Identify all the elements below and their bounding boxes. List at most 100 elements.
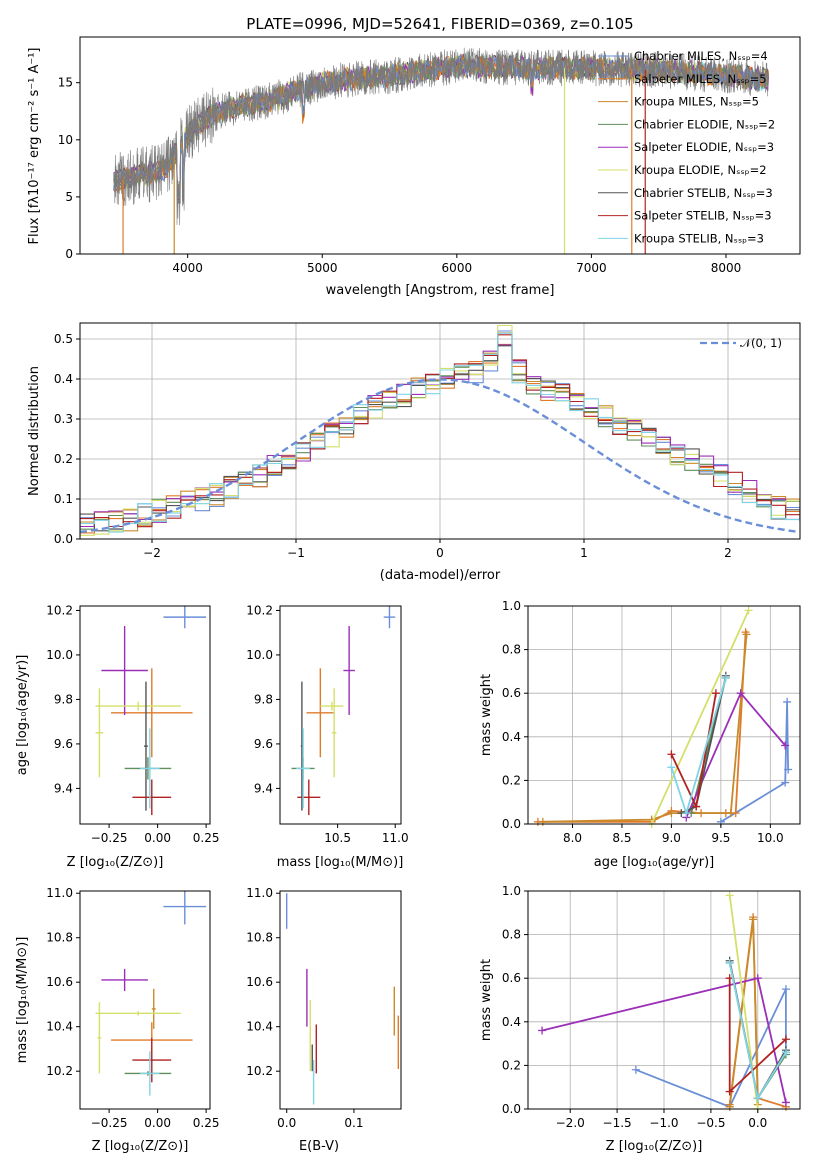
legend-label-kroupa_stelib: Kroupa STELIB, Nₛₛₚ=3 bbox=[634, 231, 764, 245]
ageM-xlabel: mass [log₁₀(M/M⊙)] bbox=[277, 855, 404, 870]
massEbv-ytick-label: 10.4 bbox=[246, 1020, 273, 1034]
massZ-xtick-label: −0.25 bbox=[91, 1116, 128, 1130]
massEbv-ytick-label: 10.8 bbox=[246, 931, 273, 945]
massEbv-ytick-label: 10.6 bbox=[246, 975, 273, 989]
spectrum-xtick-label: 7000 bbox=[576, 261, 607, 275]
residuals-xlabel: (data-model)/error bbox=[380, 568, 501, 583]
massEbv-xtick-label: 0.0 bbox=[277, 1116, 296, 1130]
hist-kroupa_stelib bbox=[80, 332, 800, 533]
hist-kroupa_miles bbox=[80, 332, 800, 534]
residuals-ylabel: Normed distribution bbox=[27, 366, 42, 496]
wZ-marker-kroupa_miles bbox=[749, 915, 758, 924]
wZ-marker-chabrier_miles bbox=[781, 985, 790, 994]
spectrum-xlabel: wavelength [Angstrom, rest frame] bbox=[326, 283, 555, 298]
wZ-marker-salpeter_elodie bbox=[538, 1026, 547, 1035]
wAge-ytick-label: 0.0 bbox=[502, 817, 521, 831]
wZ-marker-kroupa_elodie bbox=[725, 891, 734, 900]
wAge-marker-kroupa_miles bbox=[726, 809, 735, 818]
wAge-ytick-label: 0.6 bbox=[502, 686, 521, 700]
wAge-marker-kroupa_miles bbox=[667, 809, 676, 818]
ageM-xtick-label: 11.0 bbox=[382, 831, 409, 845]
legend-label-chabrier_stelib: Chabrier STELIB, Nₛₛₚ=3 bbox=[634, 186, 773, 200]
wAge-line-chabrier_miles bbox=[720, 701, 789, 823]
residuals-xtick-label: −2 bbox=[143, 546, 161, 560]
wAge-line-kroupa_elodie bbox=[650, 610, 750, 825]
panel-weight-vs-age: age [log₁₀(age/yr)] mass weight 8.0 8.5 9.… bbox=[479, 599, 801, 870]
wAge-ytick-label: 0.8 bbox=[502, 643, 521, 657]
massEbv-ytick-label: 11.0 bbox=[246, 886, 273, 900]
wZ-marker-chabrier_miles bbox=[631, 1065, 640, 1074]
wZ-marker-kroupa_stelib bbox=[781, 1048, 790, 1057]
spectrum-ylabel: Flux [fλ10⁻¹⁷ erg cm⁻² s⁻¹ A⁻¹] bbox=[27, 48, 42, 245]
wAge-marker-salpeter_stelib bbox=[692, 802, 701, 811]
wAge-xtick-label: 8.5 bbox=[612, 831, 631, 845]
panel-residuals: 𝒩(0, 1) −2 −1 0 1 2 0.0 0.1 0.2 0.3 0.4 0.5 (data-… bbox=[27, 322, 801, 583]
ageZ-xtick-label: −0.25 bbox=[91, 831, 128, 845]
residuals-ytick-label: 0.4 bbox=[54, 372, 73, 386]
wAge-marker-kroupa_miles bbox=[538, 817, 547, 826]
wAge-ytick-label: 0.2 bbox=[502, 773, 521, 787]
residuals-xtick-label: 1 bbox=[580, 546, 588, 560]
hist-kroupa_elodie bbox=[80, 324, 800, 536]
wAge-marker-kroupa_stelib bbox=[682, 809, 691, 818]
wAge-marker-kroupa_miles bbox=[742, 630, 751, 639]
massEbv-frame bbox=[279, 890, 402, 1110]
wZ-marker-kroupa_stelib bbox=[725, 958, 734, 967]
massEbv-ytick-label: 10.2 bbox=[246, 1064, 273, 1078]
residuals-ytick-label: 0.2 bbox=[54, 452, 73, 466]
wZ-xtick-label: −1.5 bbox=[603, 1116, 632, 1130]
residuals-ytick-label: 0.0 bbox=[54, 532, 73, 546]
wAge-marker-salpeter_elodie bbox=[736, 689, 745, 698]
massZ-ylabel: mass [log₁₀(M/M⊙)] bbox=[15, 937, 30, 1064]
spectrum-ytick-label: 15 bbox=[58, 76, 73, 90]
wAge-xtick-label: 10.0 bbox=[757, 831, 784, 845]
legend-label-salpeter_elodie: Salpeter ELODIE, Nₛₛₚ=3 bbox=[634, 140, 774, 154]
ageZ-frame bbox=[79, 605, 211, 825]
residuals-xtick-label: 0 bbox=[436, 546, 444, 560]
residuals-xtick-label: 2 bbox=[724, 546, 732, 560]
panel-mass-vs-Z: Z [log₁₀(Z/Z⊙)] mass [log₁₀(M/M⊙)] −0.25… bbox=[15, 886, 219, 1154]
wAge-xlabel: age [log₁₀(age/yr)] bbox=[594, 855, 715, 870]
legend-label-salpeter_stelib: Salpeter STELIB, Nₛₛₚ=3 bbox=[634, 209, 772, 223]
panel-age-vs-mass: mass [log₁₀(M/M⊙)] 10.5 11.0 9.4 9.6 9.8 10.0… bbox=[246, 603, 408, 870]
wAge-xtick-label: 9.0 bbox=[662, 831, 681, 845]
ageM-ytick-label: 9.6 bbox=[254, 737, 273, 751]
massZ-ytick-label: 10.6 bbox=[46, 975, 73, 989]
wZ-xtick-label: 0.0 bbox=[748, 1116, 767, 1130]
legend-label-kroupa_elodie: Kroupa ELODIE, Nₛₛₚ=2 bbox=[634, 163, 767, 177]
massZ-ytick-label: 10.4 bbox=[46, 1020, 73, 1034]
wZ-line-chabrier_miles bbox=[635, 988, 787, 1108]
legend-label-chabrier_elodie: Chabrier ELODIE, Nₛₛₚ=2 bbox=[634, 117, 775, 131]
wZ-marker-salpeter_stelib bbox=[781, 1035, 790, 1044]
spectrum-xtick-label: 8000 bbox=[711, 261, 742, 275]
massZ-ytick-label: 11.0 bbox=[46, 886, 73, 900]
wZ-ytick-label: 0.4 bbox=[502, 1015, 521, 1029]
spectrum-xtick-label: 5000 bbox=[307, 261, 338, 275]
spectrum-xtick-label: 4000 bbox=[172, 261, 203, 275]
wAge-xtick-label: 8.0 bbox=[563, 831, 582, 845]
hist-chabrier_stelib bbox=[80, 345, 800, 532]
spectrum-title: PLATE=0996, MJD=52641, FIBERID=0369, z=0… bbox=[246, 15, 633, 33]
wAge-marker-salpeter_stelib bbox=[711, 689, 720, 698]
residuals-ytick-label: 0.3 bbox=[54, 412, 73, 426]
wZ-xtick-label: −2.0 bbox=[556, 1116, 585, 1130]
spectrum-ytick-label: 5 bbox=[65, 190, 73, 204]
ageM-ytick-label: 9.8 bbox=[254, 692, 273, 706]
wAge-marker-kroupa_elodie bbox=[744, 606, 753, 615]
wZ-xlabel: Z [log₁₀(Z/Z⊙)] bbox=[606, 1139, 703, 1154]
wAge-marker-chabrier_miles bbox=[781, 778, 790, 787]
wAge-marker-kroupa_stelib bbox=[667, 763, 676, 772]
spectrum-frame bbox=[79, 36, 801, 255]
spectrum-observed bbox=[113, 47, 770, 226]
ageZ-ytick-label: 9.4 bbox=[54, 781, 73, 795]
ageZ-ytick-label: 9.6 bbox=[54, 737, 73, 751]
ageZ-ytick-label: 10.2 bbox=[46, 603, 73, 617]
ageZ-ylabel: age [log₁₀(age/yr)] bbox=[15, 655, 30, 776]
ageZ-xtick-label: 0.00 bbox=[144, 831, 171, 845]
massZ-ytick-label: 10.8 bbox=[46, 931, 73, 945]
wAge-marker-kroupa_stelib bbox=[721, 673, 730, 682]
wAge-ylabel: mass weight bbox=[479, 674, 494, 756]
massEbv-xlabel: E(B-V) bbox=[299, 1139, 339, 1154]
massZ-frame bbox=[79, 890, 211, 1110]
